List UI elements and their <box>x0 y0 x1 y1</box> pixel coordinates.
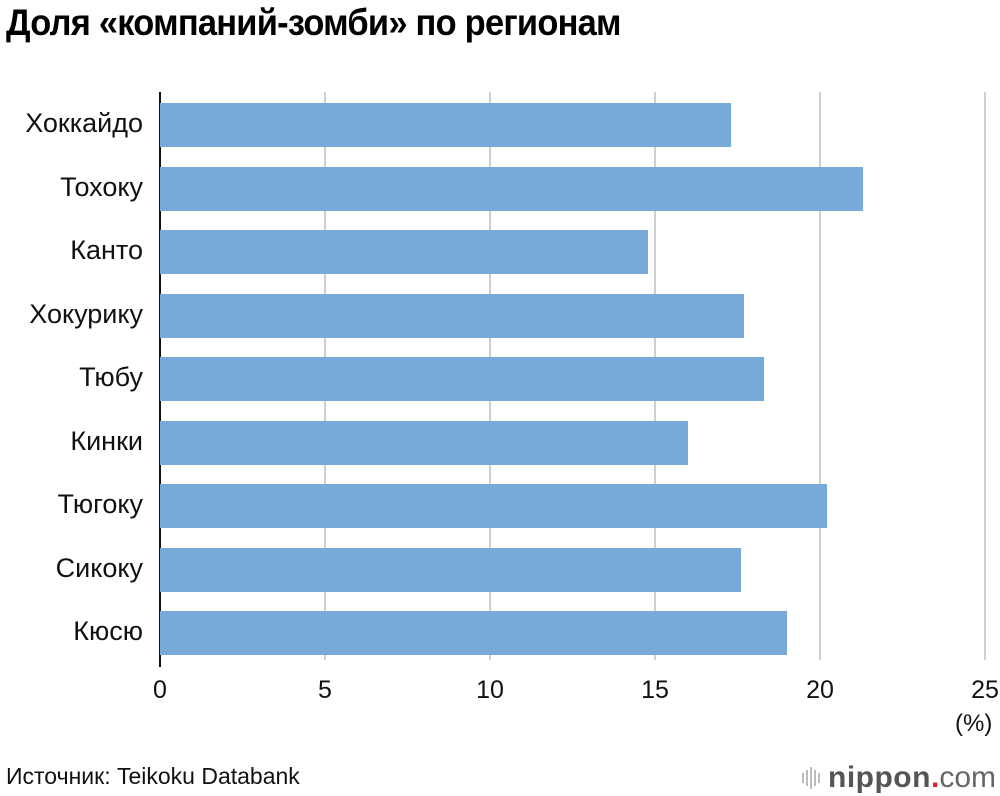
logo-tld: com <box>939 761 996 794</box>
category-label: Сикоку <box>55 552 143 583</box>
bar <box>160 166 863 211</box>
category-label: Тохоку <box>60 171 143 202</box>
bar <box>160 103 731 147</box>
logo-dot: . <box>930 761 940 794</box>
x-tick-label: 20 <box>806 676 834 704</box>
bar <box>160 293 745 338</box>
x-tick-label: 10 <box>476 676 504 704</box>
plot-area <box>159 92 986 667</box>
x-axis-unit: (%) <box>955 710 993 737</box>
category-label: Канто <box>70 235 143 265</box>
sound-wave-icon <box>802 767 820 789</box>
bar <box>160 357 764 401</box>
bar <box>160 230 649 274</box>
nippon-logo: nippon. com <box>802 761 996 795</box>
category-label: Кинки <box>70 425 143 456</box>
chart-title: Доля «компаний-зомби» по регионам <box>6 2 622 43</box>
category-label: Тюбу <box>79 362 143 392</box>
source-note: Источник: Teikoku Databank <box>6 763 300 789</box>
gridline <box>984 92 986 660</box>
gridline <box>819 92 821 660</box>
x-tick-label: 0 <box>153 676 167 704</box>
bar <box>160 611 787 655</box>
x-tick-label: 25 <box>971 676 999 704</box>
category-label: Тюгоку <box>57 489 143 519</box>
category-label: Кюсю <box>73 616 143 646</box>
logo-word: nippon <box>828 761 931 794</box>
x-tick-label: 15 <box>641 676 669 704</box>
category-label: Хоккайдо <box>25 108 143 138</box>
bar <box>160 547 741 592</box>
bar <box>160 420 688 465</box>
bar <box>160 484 827 528</box>
x-tick-label: 5 <box>318 676 332 704</box>
category-label: Хокурику <box>29 298 143 329</box>
